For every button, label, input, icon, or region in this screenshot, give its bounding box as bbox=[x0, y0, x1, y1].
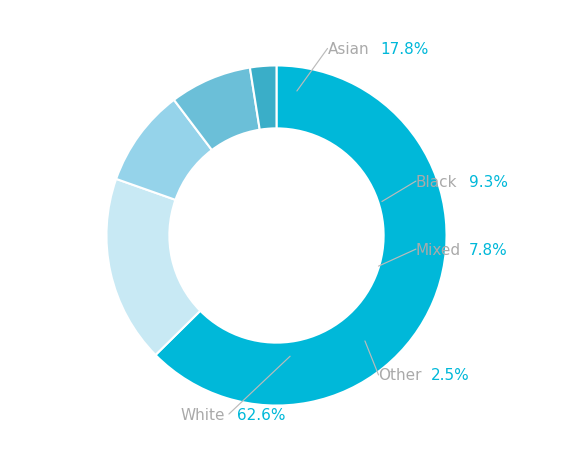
Wedge shape bbox=[107, 180, 200, 355]
Wedge shape bbox=[156, 66, 446, 406]
Wedge shape bbox=[174, 68, 260, 151]
Text: Black: Black bbox=[416, 174, 458, 189]
Text: 62.6%: 62.6% bbox=[233, 407, 286, 422]
Text: Asian: Asian bbox=[328, 42, 369, 57]
Text: 2.5%: 2.5% bbox=[431, 368, 470, 383]
Wedge shape bbox=[116, 101, 212, 200]
Text: Other: Other bbox=[378, 368, 422, 383]
Text: Mixed: Mixed bbox=[416, 242, 461, 257]
Text: 9.3%: 9.3% bbox=[469, 174, 508, 189]
Text: 17.8%: 17.8% bbox=[380, 42, 429, 57]
Text: 7.8%: 7.8% bbox=[469, 242, 507, 257]
Text: White: White bbox=[181, 407, 226, 422]
Wedge shape bbox=[250, 66, 276, 131]
